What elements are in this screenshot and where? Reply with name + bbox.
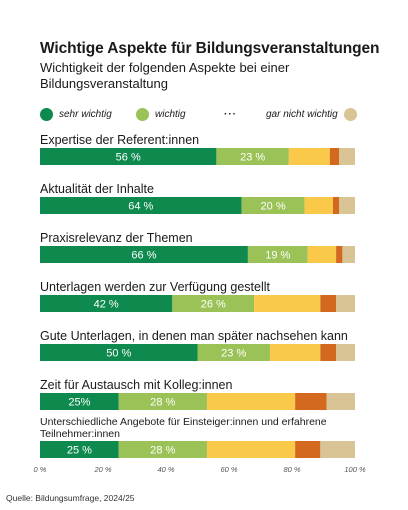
x-tick-label: 100 % bbox=[344, 465, 366, 474]
bar-segment bbox=[295, 441, 321, 458]
bar-value-label: 66 % bbox=[131, 250, 156, 262]
legend-item-gar-nicht-wichtig: gar nicht wichtig bbox=[266, 106, 357, 122]
legend-label: wichtig bbox=[155, 108, 186, 120]
bar-value-label: 26 % bbox=[201, 299, 226, 311]
legend-swatch-wichtig bbox=[136, 107, 149, 121]
legend-label: sehr wichtig bbox=[59, 108, 112, 120]
source-note: Quelle: Bildungsumfrage, 2024/25 bbox=[6, 493, 135, 503]
legend-item-wichtig: wichtig bbox=[136, 106, 186, 122]
legend-item-sehr-wichtig: sehr wichtig bbox=[40, 106, 112, 122]
bar-segment bbox=[320, 295, 337, 312]
bar-value-label: 42 % bbox=[94, 299, 119, 311]
bar-value-label: 20 % bbox=[261, 201, 286, 213]
legend-item-ellipsis: ··· bbox=[224, 106, 237, 122]
bar-segment bbox=[40, 295, 173, 312]
bar-segment bbox=[40, 344, 198, 361]
bar-segment bbox=[40, 246, 248, 263]
legend-ellipsis: ··· bbox=[224, 108, 237, 120]
bar-segment bbox=[241, 197, 305, 214]
bar-segment bbox=[40, 441, 119, 458]
bar-value-label: 23 % bbox=[240, 152, 265, 164]
bar-segment bbox=[304, 197, 333, 214]
bar-segment bbox=[269, 344, 321, 361]
x-tick-label: 60 % bbox=[220, 465, 237, 474]
bar-segment bbox=[342, 246, 355, 263]
x-tick-label: 40 % bbox=[157, 465, 174, 474]
bar-value-label: 25 % bbox=[67, 445, 92, 457]
bar-segment bbox=[326, 393, 355, 410]
bar-value-label: 23 % bbox=[221, 348, 246, 360]
bar-segment bbox=[40, 197, 242, 214]
row-label: Praxisrelevanz der Themen bbox=[40, 231, 193, 245]
bar-segment bbox=[332, 197, 340, 214]
bar-segment bbox=[320, 344, 337, 361]
bar-segment bbox=[307, 246, 337, 263]
row-label: Gute Unterlagen, in denen man später nac… bbox=[40, 329, 348, 343]
bar-value-label: 25% bbox=[68, 397, 90, 409]
x-tick-label: 80 % bbox=[283, 465, 300, 474]
bar-segment bbox=[247, 246, 308, 263]
row-label: Zeit für Austausch mit Kolleg:innen bbox=[40, 378, 233, 392]
bar-segment bbox=[288, 148, 330, 165]
bar-value-label: 19 % bbox=[265, 250, 290, 262]
bar-segment bbox=[336, 344, 355, 361]
chart-title: Wichtige Aspekte für Bildungsveranstaltu… bbox=[40, 40, 380, 57]
bar-segment bbox=[118, 393, 207, 410]
bar-segment bbox=[197, 344, 270, 361]
legend-label: gar nicht wichtig bbox=[266, 108, 338, 120]
legend-swatch-sehr-wichtig bbox=[40, 107, 53, 121]
bar-segment bbox=[206, 441, 296, 458]
bar-segment bbox=[339, 148, 355, 165]
bar-segment bbox=[329, 148, 340, 165]
bar-segment bbox=[40, 393, 119, 410]
x-tick-label: 20 % bbox=[93, 465, 111, 474]
chart-subtitle: Wichtigkeit der folgenden Aspekte bei ei… bbox=[40, 60, 290, 91]
bar-segment bbox=[254, 295, 321, 312]
x-tick-label: 0 % bbox=[34, 465, 47, 474]
bar-segment bbox=[320, 441, 355, 458]
row-label: Unterlagen werden zur Verfügung gestellt bbox=[40, 280, 271, 294]
bar-value-label: 56 % bbox=[116, 152, 141, 164]
legend: sehr wichtig wichtig ··· gar nicht wicht… bbox=[40, 106, 370, 122]
bar-segment bbox=[172, 295, 255, 312]
bar-value-label: 64 % bbox=[128, 201, 153, 213]
bar-segment bbox=[295, 393, 327, 410]
bar-value-label: 28 % bbox=[150, 397, 175, 409]
row-label: Aktualität der Inhalte bbox=[40, 182, 154, 196]
bar-value-label: 50 % bbox=[106, 348, 131, 360]
bar-value-label: 28 % bbox=[150, 445, 175, 457]
bar-segment bbox=[336, 246, 343, 263]
bar-segment bbox=[216, 148, 289, 165]
row-label: Expertise der Referent:innen bbox=[40, 133, 200, 147]
legend-swatch-gar-nicht-wichtig bbox=[343, 107, 357, 121]
bar-segment bbox=[40, 148, 217, 165]
bar-segment bbox=[118, 441, 207, 458]
row-label: Unterschiedliche Angebote für Einsteiger… bbox=[40, 416, 327, 440]
bar-segment bbox=[336, 295, 355, 312]
bar-segment bbox=[206, 393, 296, 410]
bar-segment bbox=[339, 197, 355, 214]
